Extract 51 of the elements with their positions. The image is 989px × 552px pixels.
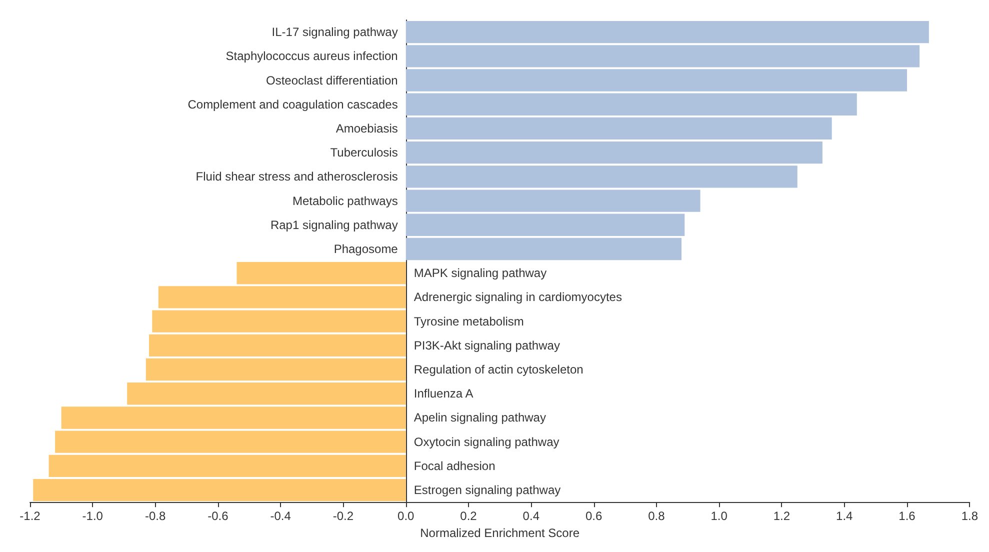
y-tick-label: PI3K-Akt signaling pathway (414, 338, 560, 352)
x-tick-label: 0.6 (585, 509, 602, 524)
y-tick-label: Apelin signaling pathway (414, 410, 546, 425)
y-tick-label: Amoebiasis (336, 121, 398, 136)
y-tick-label: Staphylococcus aureus infection (226, 49, 398, 64)
x-tick-label: 1.2 (773, 509, 790, 524)
y-tick-label: Oxytocin signaling pathway (414, 434, 560, 449)
bar (406, 117, 832, 140)
x-tick-label: 1.8 (961, 509, 978, 524)
x-axis-title: Normalized Enrichment Score (420, 526, 580, 540)
y-tick-label: IL-17 signaling pathway (272, 25, 398, 40)
y-tick-label: Influenza A (414, 386, 474, 401)
bar (406, 141, 822, 164)
x-tick-label: 1.0 (710, 509, 728, 524)
bar (33, 478, 406, 502)
y-tick-label: Metabolic pathways (292, 194, 398, 208)
x-tick-label: 1.4 (836, 509, 854, 524)
x-tick-label: -0.8 (144, 509, 166, 524)
y-tick-label: Focal adhesion (414, 458, 496, 473)
x-tick-label: 0.8 (648, 509, 666, 524)
x-tick-label: -0.6 (208, 509, 229, 524)
x-tick-label: -0.2 (332, 509, 354, 524)
x-tick-label: -1.2 (20, 509, 41, 524)
y-tick-label: Regulation of actin cytoskeleton (414, 362, 584, 377)
y-tick-label: Adrenergic signaling in cardiomyocytes (414, 290, 622, 304)
bar (236, 262, 406, 284)
bar (48, 454, 406, 478)
y-tick-label: Osteoclast differentiation (266, 73, 398, 88)
y-tick-label: Phagosome (334, 242, 398, 256)
x-tick-label: -1.0 (82, 509, 104, 524)
y-tick-label: Tyrosine metabolism (414, 314, 524, 328)
bar (406, 20, 929, 44)
bar (406, 45, 920, 68)
bar (127, 382, 406, 405)
y-tick-label: MAPK signaling pathway (414, 266, 547, 280)
y-tick-label: Estrogen signaling pathway (414, 483, 561, 498)
bar (146, 358, 406, 381)
bar (149, 334, 406, 357)
bar (406, 214, 685, 236)
x-tick-label: 0.2 (460, 509, 478, 524)
x-tick-label: -0.4 (270, 509, 292, 524)
bar (406, 93, 857, 116)
x-tick-label: 0.4 (522, 509, 540, 524)
y-tick-label: Fluid shear stress and atherosclerosis (196, 170, 398, 184)
y-tick-label: Rap1 signaling pathway (270, 218, 398, 232)
x-tick-label: 0.0 (398, 509, 415, 524)
x-tick-label: 1.6 (898, 509, 916, 524)
y-tick-label: Complement and coagulation cascades (188, 97, 398, 112)
bar (406, 238, 682, 260)
y-tick-label: Tuberculosis (330, 146, 398, 160)
bar (406, 69, 908, 92)
